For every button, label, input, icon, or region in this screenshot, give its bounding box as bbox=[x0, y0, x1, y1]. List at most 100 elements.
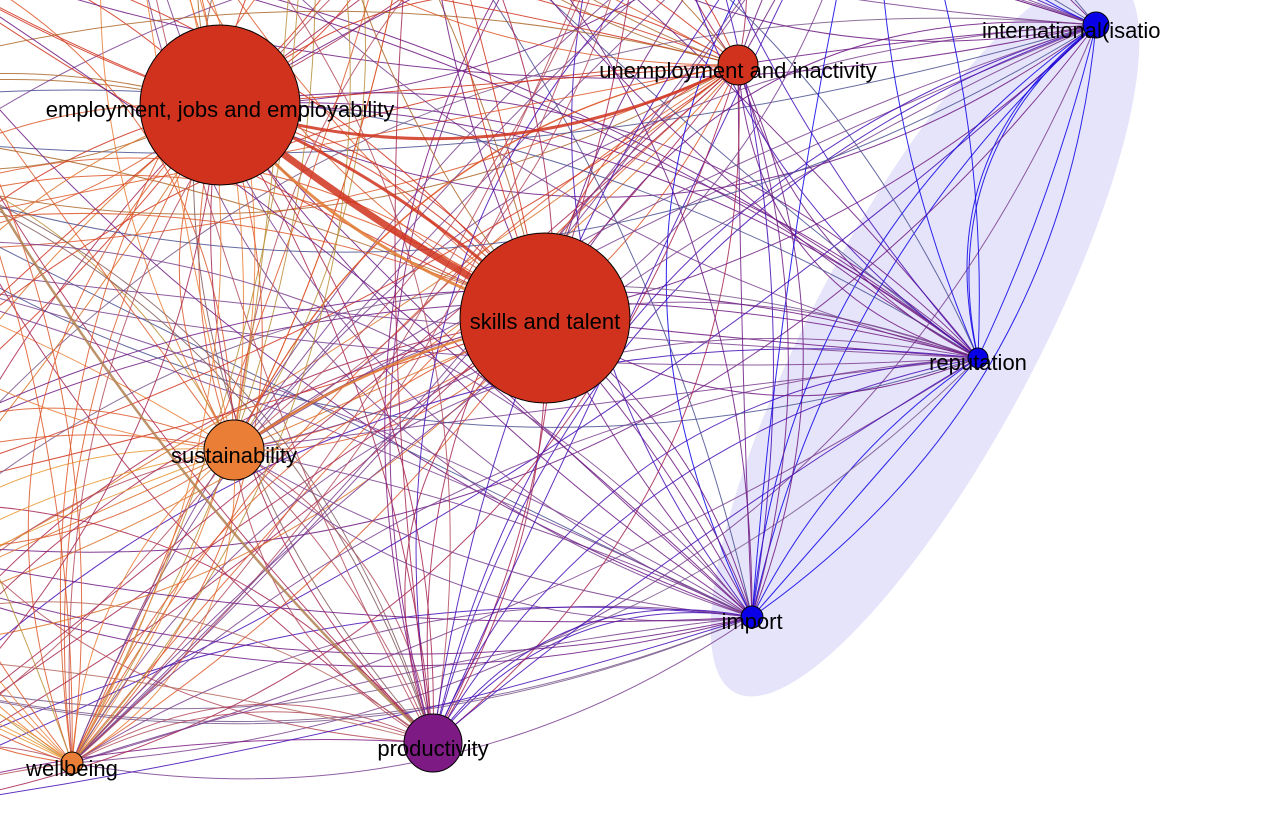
edge bbox=[0, 448, 235, 488]
edge bbox=[680, 0, 739, 66]
edge bbox=[71, 0, 351, 764]
edge bbox=[233, 0, 823, 451]
edge bbox=[0, 24, 1097, 746]
edge bbox=[737, 0, 979, 359]
edge bbox=[0, 64, 739, 248]
edge bbox=[549, 0, 979, 359]
edge bbox=[944, 0, 980, 359]
edge bbox=[0, 616, 753, 725]
edge bbox=[0, 24, 1097, 253]
node bbox=[403, 713, 463, 773]
edge bbox=[615, 0, 739, 66]
node-label: employment, jobs and employability bbox=[46, 97, 395, 122]
edge bbox=[0, 449, 235, 521]
edge bbox=[277, 0, 979, 359]
edge bbox=[751, 24, 1097, 618]
edge bbox=[438, 0, 546, 319]
edge bbox=[219, 104, 753, 618]
edge bbox=[233, 449, 434, 744]
edge bbox=[737, 0, 763, 66]
edge bbox=[0, 506, 434, 744]
edge bbox=[0, 746, 73, 764]
edge bbox=[59, 0, 256, 764]
edge bbox=[751, 0, 837, 618]
edge bbox=[0, 606, 753, 728]
edge bbox=[0, 64, 739, 455]
edge bbox=[0, 24, 1097, 553]
edge bbox=[71, 357, 979, 764]
edge bbox=[302, 0, 979, 359]
edge bbox=[432, 0, 720, 744]
edge bbox=[0, 104, 221, 350]
edge bbox=[71, 317, 546, 764]
edge bbox=[71, 605, 753, 764]
edge bbox=[0, 288, 979, 404]
edge bbox=[0, 104, 221, 381]
edge bbox=[432, 609, 753, 744]
edge bbox=[977, 24, 1097, 359]
node-label: import bbox=[721, 609, 782, 634]
edge bbox=[432, 357, 979, 744]
edge bbox=[0, 388, 235, 451]
edge bbox=[0, 310, 753, 618]
edge bbox=[0, 104, 221, 649]
edge bbox=[0, 762, 73, 775]
edge bbox=[0, 246, 753, 618]
node bbox=[459, 232, 631, 404]
edge bbox=[0, 183, 83, 764]
edge bbox=[883, 0, 979, 359]
edge bbox=[0, 449, 235, 546]
edge bbox=[0, 195, 434, 744]
edge bbox=[0, 597, 753, 655]
edge bbox=[0, 293, 979, 366]
edge bbox=[440, 0, 739, 66]
edge bbox=[0, 128, 235, 451]
edge bbox=[0, 196, 235, 451]
edge bbox=[0, 89, 979, 359]
edge bbox=[0, 205, 434, 744]
edge bbox=[233, 449, 753, 618]
edge bbox=[0, 104, 221, 320]
edge bbox=[0, 616, 753, 722]
node bbox=[740, 605, 764, 629]
edge bbox=[0, 211, 434, 744]
edge bbox=[0, 705, 73, 764]
edge bbox=[0, 275, 979, 359]
edge bbox=[432, 357, 979, 744]
edge bbox=[0, 64, 739, 584]
edge bbox=[71, 24, 1097, 764]
edge bbox=[361, 0, 546, 319]
edge bbox=[751, 357, 979, 618]
edge bbox=[219, 0, 411, 106]
edge bbox=[0, 204, 434, 744]
edge bbox=[0, 212, 546, 319]
edge bbox=[0, 434, 235, 451]
edge bbox=[0, 578, 73, 764]
edge bbox=[0, 147, 546, 319]
edge bbox=[71, 0, 369, 764]
edge bbox=[233, 0, 581, 451]
edge bbox=[0, 449, 235, 552]
edge bbox=[233, 0, 393, 451]
edge bbox=[219, 24, 1097, 198]
edge bbox=[593, 0, 739, 66]
edge bbox=[394, 0, 434, 744]
edge bbox=[0, 174, 546, 319]
node-label: unemployment and inactivity bbox=[599, 58, 877, 83]
edge bbox=[233, 449, 753, 618]
edge bbox=[560, 0, 739, 66]
edge bbox=[0, 317, 546, 473]
node-label: productivity bbox=[377, 736, 488, 761]
edge bbox=[0, 64, 739, 791]
edge bbox=[432, 357, 979, 744]
node-label: wellbeing bbox=[25, 756, 118, 781]
edge bbox=[233, 0, 666, 451]
edge bbox=[219, 0, 739, 106]
node-label: reputation bbox=[929, 350, 1027, 375]
edge bbox=[219, 104, 434, 744]
edge bbox=[695, 0, 979, 359]
edge bbox=[71, 0, 590, 764]
labels: employment, jobs and employability unempl… bbox=[25, 18, 1160, 781]
edge bbox=[219, 0, 636, 106]
